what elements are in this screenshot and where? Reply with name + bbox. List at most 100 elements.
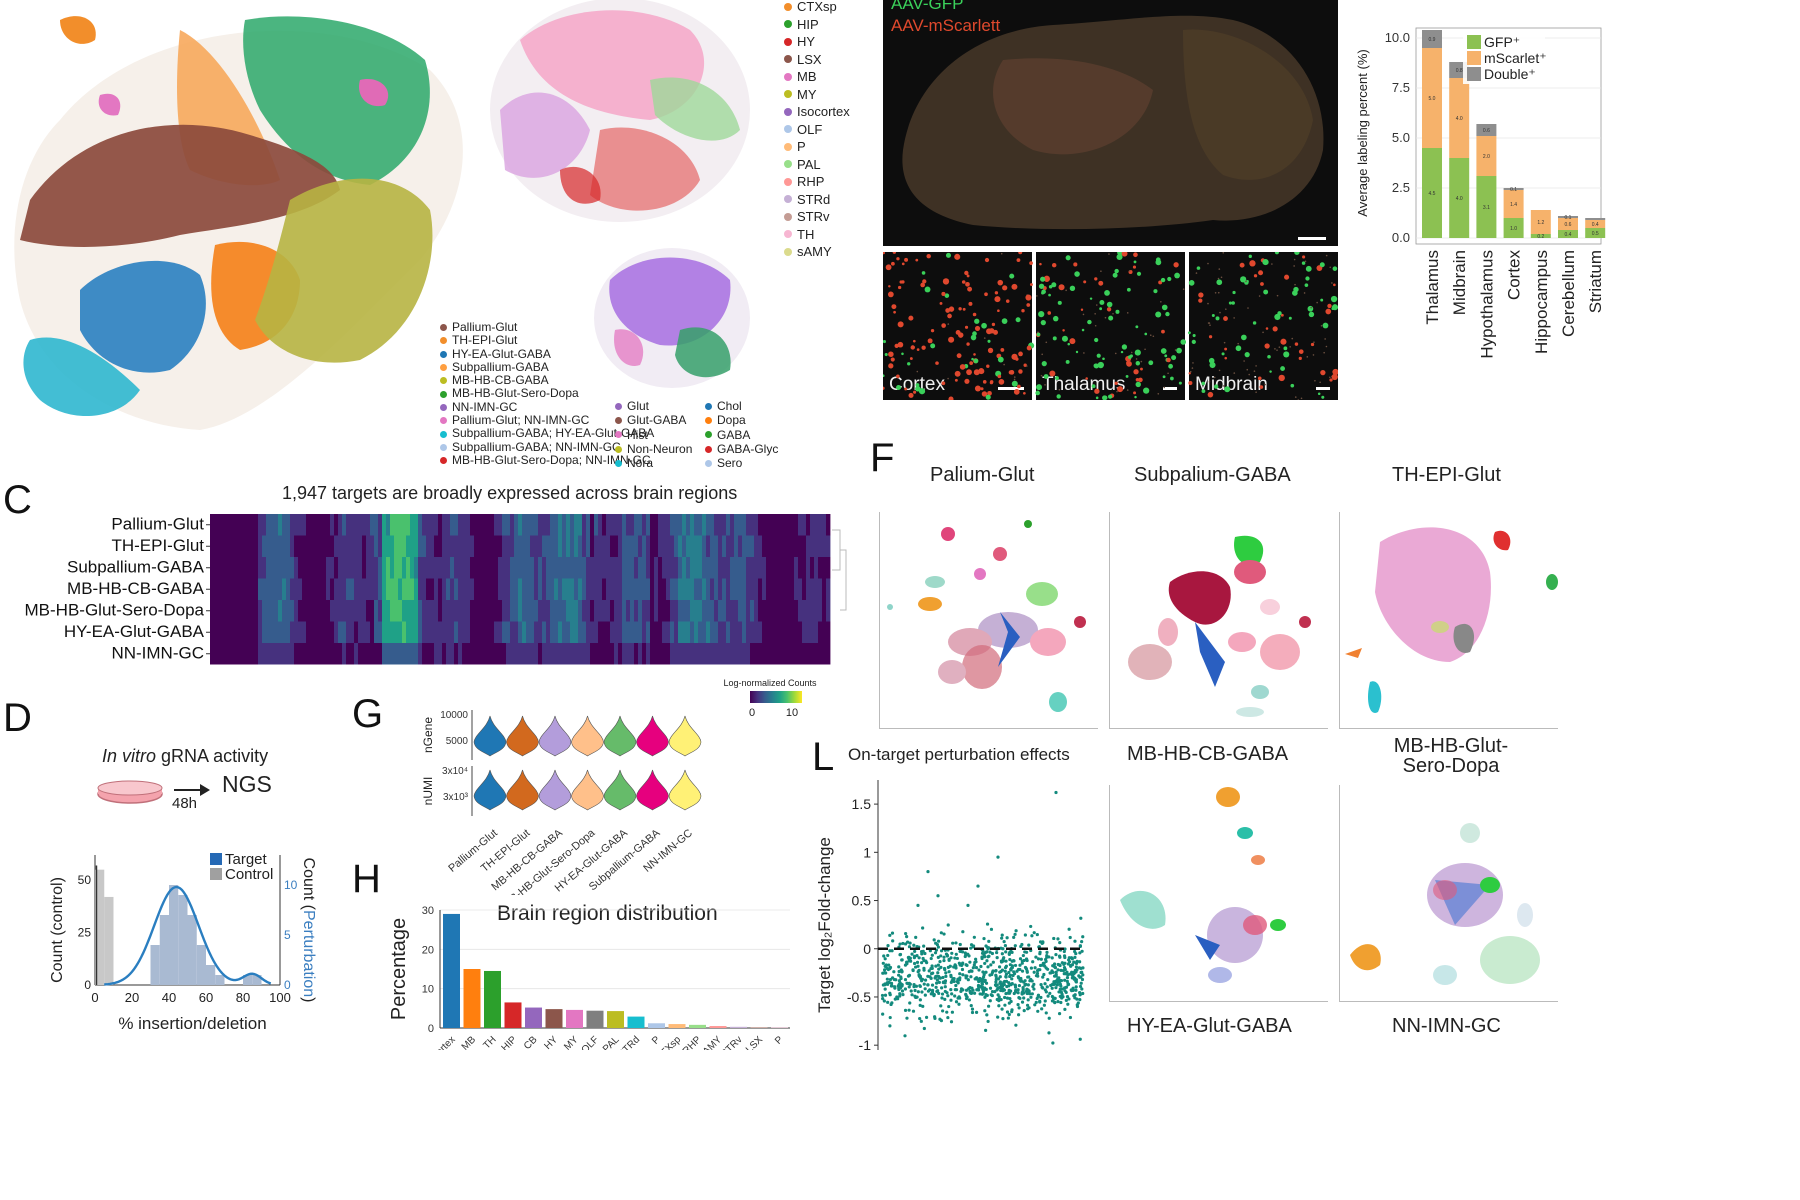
heatmap-cell bbox=[586, 621, 591, 643]
dendrogram bbox=[832, 529, 847, 611]
heatmap-cell bbox=[622, 578, 627, 600]
heatmap-cell bbox=[246, 514, 251, 536]
heatmap-cell bbox=[698, 578, 703, 600]
heatmap-cell bbox=[230, 643, 235, 665]
heatmap-cell bbox=[382, 514, 387, 536]
micro-dot bbox=[1304, 260, 1307, 263]
heatmap-cell bbox=[246, 621, 251, 643]
heatmap-cell bbox=[262, 621, 267, 643]
scatter-point bbox=[1003, 995, 1007, 1000]
heatmap-cell bbox=[710, 514, 715, 536]
heatmap-cell bbox=[586, 535, 591, 557]
heatmap-cell bbox=[762, 535, 767, 557]
heatmap-cell bbox=[454, 514, 459, 536]
micro-dot bbox=[921, 271, 926, 275]
heatmap-cell bbox=[274, 600, 279, 622]
micro-dot bbox=[993, 329, 998, 335]
target-bar bbox=[215, 975, 225, 985]
heatmap-cell bbox=[514, 643, 519, 665]
scatter-point bbox=[1001, 989, 1005, 993]
umap-title-nn-imn-gc: NN-IMN-GC bbox=[1392, 1015, 1501, 1037]
scatter-point bbox=[942, 932, 946, 936]
heatmap-cell bbox=[494, 578, 499, 600]
heatmap-cell bbox=[522, 514, 527, 536]
heatmap-cell bbox=[622, 600, 627, 622]
scatter-point bbox=[1028, 979, 1032, 983]
heatmap-cell bbox=[802, 535, 807, 557]
micro-dot bbox=[1116, 253, 1123, 261]
target-bar bbox=[243, 975, 253, 985]
scatter-point bbox=[985, 1013, 989, 1017]
heatmap-cell bbox=[494, 535, 499, 557]
scatter-point bbox=[1004, 991, 1008, 996]
legend-label: Hist bbox=[627, 427, 648, 442]
data-label: 1.0 bbox=[1510, 226, 1517, 232]
heatmap-cell bbox=[766, 514, 771, 536]
micro-dot bbox=[891, 304, 897, 310]
micro-dot bbox=[954, 253, 961, 260]
heatmap-cell bbox=[386, 578, 391, 600]
scatter-point bbox=[905, 935, 909, 939]
micro-dot bbox=[1009, 273, 1015, 279]
heatmap-cell bbox=[326, 578, 331, 600]
control-bar bbox=[95, 869, 105, 985]
heatmap-cell bbox=[706, 600, 711, 622]
heatmap-cell bbox=[290, 578, 295, 600]
scatter-point bbox=[1042, 1003, 1046, 1007]
micro-dot bbox=[1108, 315, 1114, 321]
scatter-point bbox=[922, 1026, 926, 1031]
heatmap-cell bbox=[626, 535, 631, 557]
heatmap-cell bbox=[282, 621, 287, 643]
heatmap-cell bbox=[498, 578, 503, 600]
scatter-point bbox=[985, 959, 989, 963]
micro-dot bbox=[1069, 338, 1076, 345]
heatmap-cell bbox=[806, 514, 811, 536]
heatmap-cell bbox=[474, 600, 479, 622]
heatmap-cell bbox=[742, 557, 747, 579]
heatmap-cell bbox=[262, 643, 267, 665]
x-tick-label: Hypothalamus bbox=[1477, 250, 1496, 359]
scatter-point bbox=[959, 987, 964, 991]
heatmap-cell bbox=[326, 600, 331, 622]
heatmap-cell bbox=[258, 643, 263, 665]
scatter-point bbox=[1013, 944, 1017, 948]
heatmap-cell bbox=[238, 621, 243, 643]
micro-dot bbox=[1189, 370, 1192, 373]
scatter-point bbox=[1078, 1037, 1082, 1041]
legend-item: NN-IMN-GC bbox=[440, 400, 654, 414]
scatter-point bbox=[936, 955, 940, 959]
micro-dot bbox=[1252, 321, 1257, 325]
heatmap-cell bbox=[770, 535, 775, 557]
heatmap-cell bbox=[266, 600, 271, 622]
micro-dot bbox=[1157, 392, 1160, 395]
heatmap-cell bbox=[594, 643, 599, 665]
scatter-point bbox=[881, 1012, 885, 1016]
heatmap-cell bbox=[618, 514, 623, 536]
micro-dot bbox=[986, 364, 990, 368]
heatmap-cell bbox=[686, 600, 691, 622]
scatter-point bbox=[968, 986, 972, 990]
scatter-point bbox=[914, 935, 918, 939]
umap-th-epi-glut bbox=[1339, 512, 1558, 729]
heatmap-cell bbox=[634, 578, 639, 600]
scatter-point bbox=[1066, 983, 1070, 987]
heatmap-cell bbox=[458, 535, 463, 557]
scatter-point bbox=[1018, 967, 1022, 972]
heatmap-cell bbox=[418, 557, 423, 579]
scatter-point bbox=[938, 960, 942, 964]
target-bar bbox=[169, 885, 179, 985]
legend-dot bbox=[705, 416, 712, 424]
legend-dot bbox=[440, 430, 447, 438]
heatmap-cell bbox=[294, 621, 299, 643]
heatmap-cell bbox=[378, 578, 383, 600]
scatter-point bbox=[1050, 986, 1054, 990]
scatter-point bbox=[1032, 970, 1036, 974]
micro-dot bbox=[947, 313, 952, 319]
micro-dot bbox=[941, 381, 946, 386]
micro-dot bbox=[1248, 373, 1250, 376]
scatter-point bbox=[890, 931, 895, 935]
violin-metric-label: nUMI bbox=[421, 777, 435, 806]
heatmap-cell bbox=[338, 557, 343, 579]
heatmap-cell bbox=[438, 643, 443, 665]
heatmap-cell bbox=[406, 514, 411, 536]
